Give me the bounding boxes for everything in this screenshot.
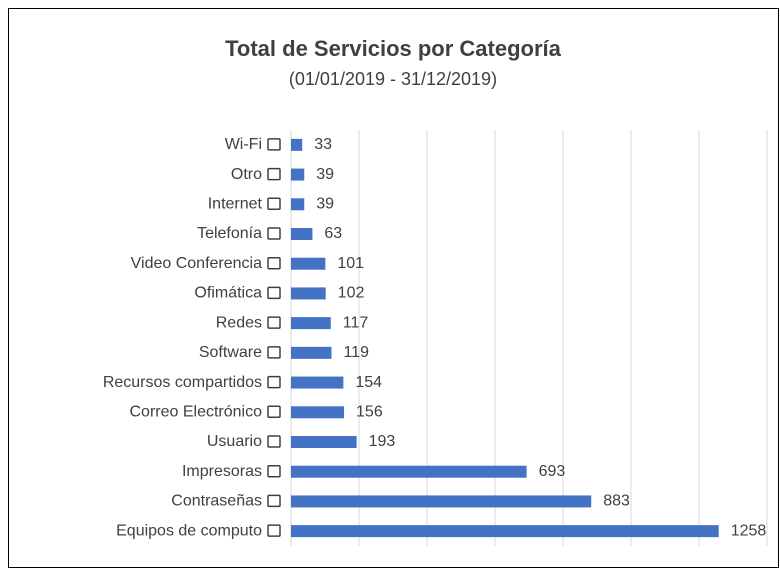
y-tick-label: Contraseñas — [171, 493, 262, 510]
bar — [291, 138, 303, 151]
data-label: 39 — [316, 196, 334, 213]
bar — [291, 495, 592, 508]
y-tick-label: Recursos compartidos — [103, 374, 262, 391]
data-label: 39 — [316, 166, 334, 183]
y-tick-label: Impresoras — [182, 463, 262, 480]
bar — [291, 317, 331, 330]
category-icon — [267, 464, 281, 478]
bar — [291, 287, 326, 300]
y-tick-label: Equipos de computo — [116, 522, 262, 539]
category-icon — [267, 167, 281, 181]
y-tick-label: Software — [199, 344, 262, 361]
category-icon — [267, 227, 281, 240]
y-tick-label: Usuario — [207, 433, 262, 450]
category-icon — [267, 197, 281, 211]
y-tick-label: Video Conferencia — [131, 255, 262, 272]
data-label: 117 — [343, 314, 369, 331]
chart-frame — [8, 8, 779, 568]
bar — [291, 436, 357, 448]
bar — [291, 257, 326, 270]
bar — [291, 346, 332, 359]
bar — [291, 525, 719, 538]
bar — [291, 228, 313, 240]
y-tick-label: Correo Electrónico — [130, 404, 263, 421]
bar — [291, 465, 527, 478]
data-label: 156 — [356, 404, 383, 421]
category-icon — [267, 524, 281, 537]
chart-title: Total de Servicios por Categoría — [225, 36, 562, 61]
data-label: 33 — [314, 136, 332, 153]
data-label: 102 — [338, 285, 365, 302]
y-tick-label: Wi-Fi — [225, 136, 262, 153]
category-icon — [267, 375, 281, 389]
chart-subtitle: (01/01/2019 - 31/12/2019) — [289, 69, 497, 89]
category-icon — [267, 316, 281, 329]
data-label: 693 — [539, 463, 566, 480]
y-tick-label: Telefonía — [197, 225, 262, 242]
data-label: 154 — [355, 374, 382, 391]
category-icon — [267, 286, 281, 300]
y-tick-label: Redes — [216, 314, 262, 331]
category-icon — [267, 405, 281, 419]
bar — [291, 376, 344, 389]
y-tick-label: Internet — [208, 196, 263, 213]
data-label: 1258 — [731, 522, 767, 539]
bar — [291, 406, 345, 419]
bar — [291, 198, 305, 211]
bar — [291, 168, 305, 181]
data-label: 883 — [603, 493, 630, 510]
category-icon — [267, 435, 281, 448]
data-label: 193 — [369, 433, 396, 450]
data-label: 63 — [324, 225, 342, 242]
data-label: 119 — [343, 344, 369, 361]
category-icon — [267, 346, 281, 359]
y-tick-label: Otro — [231, 166, 262, 183]
category-icon — [267, 256, 281, 270]
y-tick-label: Ofimática — [194, 285, 262, 302]
category-icon — [267, 138, 281, 151]
category-icon — [267, 494, 281, 508]
data-label: 101 — [337, 255, 364, 272]
